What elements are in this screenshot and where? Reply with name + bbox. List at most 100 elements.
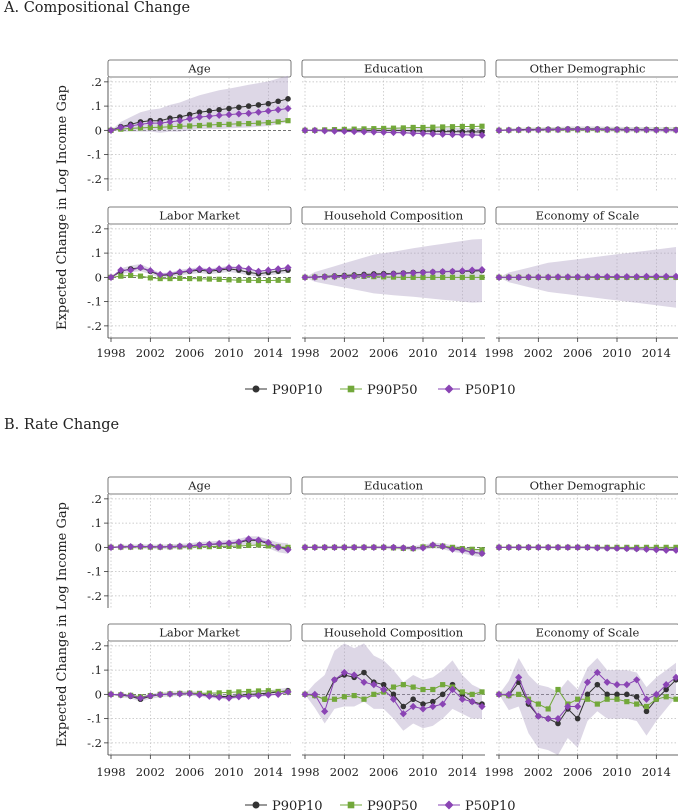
data-point xyxy=(603,678,611,686)
data-point xyxy=(544,543,552,551)
series-p50p10 xyxy=(495,543,678,554)
data-point xyxy=(330,273,339,281)
series-p50p10 xyxy=(107,264,292,281)
data-point xyxy=(236,277,242,283)
data-point xyxy=(370,543,378,551)
panel-header xyxy=(495,59,678,78)
data-point xyxy=(603,126,611,134)
data-point xyxy=(515,126,523,134)
x-tick-label: 2010 xyxy=(602,346,631,360)
data-point xyxy=(205,540,213,548)
data-point xyxy=(468,131,476,139)
data-point xyxy=(469,123,475,130)
data-point xyxy=(340,272,348,280)
data-point xyxy=(642,126,651,134)
y-tick-label: .1 xyxy=(91,516,102,530)
section-title: A. Compositional Change xyxy=(3,0,190,16)
section-title: B. Rate Change xyxy=(4,417,119,433)
data-point xyxy=(136,542,145,550)
y-tick-label: -.2 xyxy=(87,589,102,603)
data-point xyxy=(311,273,319,281)
data-point xyxy=(545,706,551,712)
data-point xyxy=(176,117,184,125)
data-point xyxy=(440,274,446,280)
data-point xyxy=(301,126,309,134)
data-point xyxy=(583,125,592,133)
data-point xyxy=(216,106,222,113)
data-point xyxy=(136,694,145,702)
panel-title: Age xyxy=(187,479,211,493)
x-tick-label: 2006 xyxy=(369,765,398,779)
panel-header xyxy=(495,476,678,495)
data-point xyxy=(255,120,262,126)
data-point xyxy=(235,110,243,118)
y-tick-label: -.2 xyxy=(87,736,102,750)
data-point xyxy=(613,681,621,689)
data-point xyxy=(633,273,641,281)
data-point xyxy=(583,273,592,281)
data-point xyxy=(245,265,253,273)
x-tick-label: 2002 xyxy=(330,765,359,779)
panel-header xyxy=(107,206,292,225)
panel-title: Economy of Scale xyxy=(536,626,640,640)
data-point xyxy=(284,104,292,113)
data-point xyxy=(370,128,378,136)
data-point xyxy=(419,544,427,552)
data-point xyxy=(459,123,465,130)
data-point xyxy=(479,689,485,695)
series-p50p10 xyxy=(301,126,486,139)
data-point xyxy=(478,266,486,274)
data-point xyxy=(255,688,262,694)
data-point xyxy=(458,546,466,554)
data-point xyxy=(574,702,582,711)
data-point xyxy=(301,543,309,551)
data-point xyxy=(505,273,513,281)
data-point xyxy=(662,126,670,134)
data-point xyxy=(235,264,243,272)
data-point xyxy=(146,266,154,275)
y-tick-label: .2 xyxy=(91,75,102,89)
data-point xyxy=(176,690,184,698)
data-point xyxy=(515,543,523,551)
y-tick-label: 0 xyxy=(95,270,102,284)
data-point xyxy=(430,124,436,130)
data-point xyxy=(246,542,252,549)
data-point xyxy=(215,693,223,701)
data-point xyxy=(652,272,660,280)
data-point xyxy=(321,127,329,135)
x-tick-label: 1998 xyxy=(290,765,319,779)
legend-item-p50p10: P50P10 xyxy=(438,383,516,398)
data-point xyxy=(604,696,610,702)
data-point xyxy=(246,120,252,127)
data-point xyxy=(583,678,592,686)
data-point xyxy=(147,275,153,281)
x-tick-label: 2010 xyxy=(214,765,243,779)
data-point xyxy=(127,122,135,130)
data-point xyxy=(469,691,475,697)
y-tick-label: 0 xyxy=(95,687,102,701)
data-point xyxy=(195,113,204,121)
series-p50p10 xyxy=(301,266,486,281)
panel-title: Economy of Scale xyxy=(536,209,640,223)
data-point xyxy=(505,126,513,134)
data-point xyxy=(215,539,223,548)
data-point xyxy=(652,126,660,134)
confidence-band xyxy=(111,75,288,133)
data-point xyxy=(420,274,426,280)
data-point xyxy=(360,678,368,686)
data-point xyxy=(515,673,523,681)
data-point xyxy=(515,273,523,281)
data-point xyxy=(613,126,621,134)
data-point xyxy=(225,539,233,547)
data-point xyxy=(331,696,338,702)
data-point xyxy=(672,673,678,681)
data-point xyxy=(554,715,562,723)
data-point xyxy=(107,126,115,134)
data-point xyxy=(380,128,388,136)
data-point xyxy=(187,123,193,129)
data-point xyxy=(449,124,456,130)
panel-header xyxy=(301,476,486,495)
data-point xyxy=(410,684,416,690)
data-point xyxy=(166,118,174,126)
data-point xyxy=(254,691,263,700)
